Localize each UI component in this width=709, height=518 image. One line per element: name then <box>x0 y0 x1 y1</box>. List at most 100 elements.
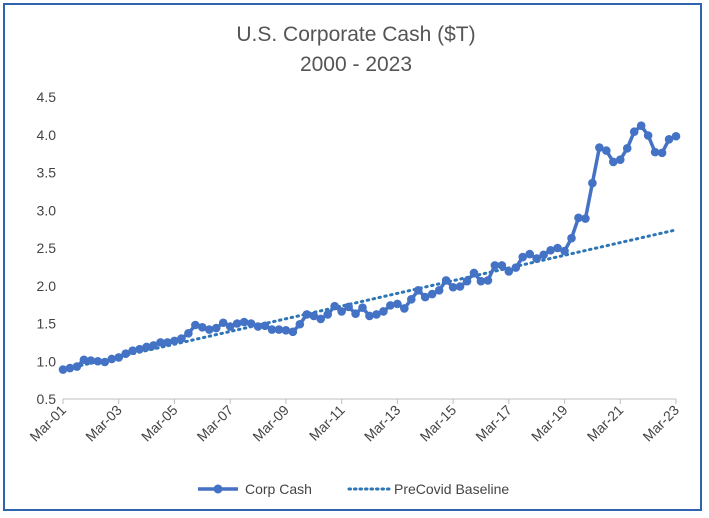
data-point-corp-cash <box>128 346 137 355</box>
y-axis: 0.5 1.0 1.5 2.0 2.5 3.0 3.5 4.0 4.5 <box>37 89 57 407</box>
data-point-corp-cash <box>274 325 284 334</box>
data-point-corp-cash <box>413 285 423 295</box>
data-point-corp-cash <box>365 311 374 321</box>
legend: Corp Cash PreCovid Baseline <box>198 481 509 497</box>
legend-item-precovid-baseline: PreCovid Baseline <box>347 481 509 497</box>
x-tick-label: Mar-13 <box>361 402 404 445</box>
data-point-corp-cash <box>330 301 339 311</box>
data-point-corp-cash <box>170 336 179 346</box>
data-point-corp-cash <box>86 356 96 365</box>
x-tick-label: Mar-11 <box>306 402 348 444</box>
data-point-corp-cash <box>93 356 103 366</box>
data-point-corp-cash <box>434 285 444 295</box>
data-point-corp-cash <box>260 321 270 331</box>
y-tick-label: 3.0 <box>37 202 57 218</box>
data-point-corp-cash <box>609 157 618 167</box>
data-point-corp-cash <box>323 310 333 319</box>
data-point-corp-cash <box>469 268 479 278</box>
data-point-corp-cash <box>204 325 214 334</box>
data-point-corp-cash <box>107 354 117 364</box>
y-tick-label: 4.0 <box>37 127 57 143</box>
legend-label-corp-cash: Corp Cash <box>245 481 312 497</box>
data-point-corp-cash <box>420 292 430 302</box>
x-tick-label: Mar-03 <box>82 402 125 445</box>
data-point-corp-cash <box>657 148 667 158</box>
x-tick-label: Mar-01 <box>26 402 69 445</box>
data-point-corp-cash <box>602 146 611 155</box>
data-point-corp-cash <box>58 365 68 374</box>
data-point-corp-cash <box>344 302 353 312</box>
data-point-corp-cash <box>100 357 110 367</box>
data-point-corp-cash <box>560 246 569 256</box>
data-point-corp-cash <box>393 299 402 309</box>
x-tick-label: Mar-05 <box>138 402 181 445</box>
data-point-corp-cash <box>135 344 144 354</box>
data-point-corp-cash <box>288 327 298 337</box>
data-point-corp-cash <box>316 314 326 324</box>
data-point-corp-cash <box>525 249 535 259</box>
data-point-corp-cash <box>581 214 590 223</box>
x-tick-label: Mar-17 <box>472 402 515 445</box>
legend-item-corp-cash: Corp Cash <box>198 481 312 497</box>
data-point-corp-cash <box>184 329 193 338</box>
data-point-corp-cash <box>253 322 263 331</box>
data-point-corp-cash <box>636 121 646 130</box>
data-point-corp-cash <box>337 307 346 316</box>
data-point-corp-cash <box>574 213 583 223</box>
y-tick-label: 0.5 <box>37 391 57 407</box>
chart-frame <box>3 3 702 511</box>
plot-area <box>58 121 681 374</box>
data-point-corp-cash <box>114 353 124 362</box>
data-point-corp-cash <box>232 319 242 328</box>
data-point-corp-cash <box>546 245 555 255</box>
data-point-corp-cash <box>302 310 312 319</box>
data-point-corp-cash <box>246 319 256 328</box>
legend-label-precovid-baseline: PreCovid Baseline <box>394 481 509 497</box>
data-point-corp-cash <box>295 319 305 329</box>
series-line-corp-cash <box>62 123 677 372</box>
x-tick-label: Mar-23 <box>639 402 682 445</box>
data-point-corp-cash <box>386 301 395 310</box>
data-point-corp-cash <box>400 304 409 313</box>
data-point-corp-cash <box>671 131 681 141</box>
data-point-corp-cash <box>427 289 437 299</box>
data-point-corp-cash <box>406 295 416 304</box>
data-point-corp-cash <box>504 267 514 276</box>
legend-marker-corp-cash <box>213 484 223 494</box>
data-point-corp-cash <box>281 325 291 335</box>
data-point-corp-cash <box>65 363 75 373</box>
data-point-corp-cash <box>615 155 625 164</box>
data-point-corp-cash <box>622 144 632 153</box>
data-point-corp-cash <box>497 261 507 270</box>
data-point-corp-cash <box>650 147 660 157</box>
data-point-corp-cash <box>372 310 381 319</box>
data-point-corp-cash <box>351 309 360 318</box>
data-point-corp-cash <box>643 131 653 140</box>
x-tick-label: Mar-15 <box>417 402 460 445</box>
data-point-corp-cash <box>142 342 151 352</box>
data-point-corp-cash <box>309 311 319 321</box>
data-point-corp-cash <box>490 261 500 270</box>
data-point-corp-cash <box>198 322 207 332</box>
data-point-corp-cash <box>211 323 221 333</box>
data-point-corp-cash <box>664 134 674 144</box>
data-point-corp-cash <box>455 282 465 291</box>
data-point-corp-cash <box>629 127 639 137</box>
x-tick-label: Mar-21 <box>584 402 627 445</box>
data-point-corp-cash <box>567 233 576 243</box>
y-tick-label: 1.5 <box>37 316 57 332</box>
data-point-corp-cash <box>441 276 451 285</box>
x-tick-label: Mar-09 <box>249 402 292 445</box>
y-tick-label: 3.5 <box>37 165 57 181</box>
data-point-corp-cash <box>588 178 597 188</box>
data-point-corp-cash <box>121 349 130 359</box>
data-point-corp-cash <box>483 276 493 285</box>
data-point-corp-cash <box>218 318 228 328</box>
data-point-corp-cash <box>79 355 89 365</box>
data-point-corp-cash <box>511 263 521 272</box>
y-tick-label: 2.0 <box>37 278 57 294</box>
x-tick-label: Mar-07 <box>194 402 237 445</box>
data-point-corp-cash <box>358 303 367 312</box>
y-tick-label: 2.5 <box>37 240 57 256</box>
